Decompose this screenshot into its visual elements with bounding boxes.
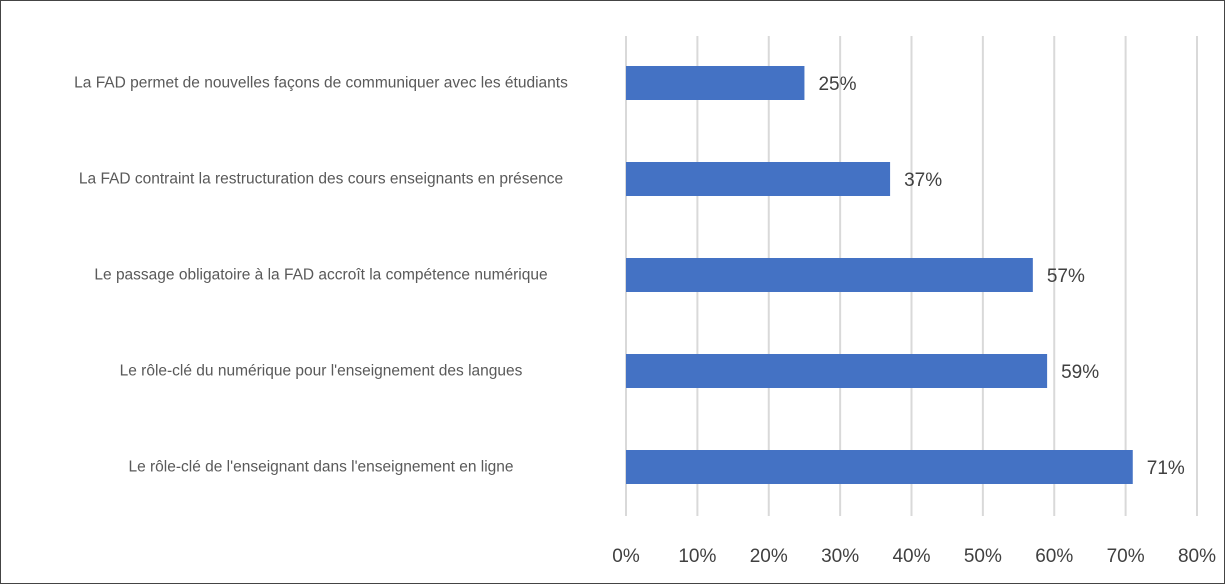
x-tick-label: 30% bbox=[821, 546, 859, 567]
value-label: 37% bbox=[904, 170, 942, 191]
x-tick-label: 50% bbox=[964, 546, 1002, 567]
y-tick-label: La FAD permet de nouvelles façons de com… bbox=[74, 74, 568, 92]
x-tick-label: 80% bbox=[1178, 546, 1216, 567]
value-label: 57% bbox=[1047, 266, 1085, 287]
bar bbox=[626, 162, 891, 196]
bar bbox=[626, 66, 805, 100]
value-label: 59% bbox=[1061, 362, 1099, 383]
x-tick-label: 70% bbox=[1107, 546, 1145, 567]
y-tick-label: Le rôle-clé du numérique pour l'enseigne… bbox=[119, 362, 523, 380]
x-tick-label: 10% bbox=[678, 546, 716, 567]
y-tick-label: Le passage obligatoire à la FAD accroît … bbox=[94, 266, 548, 284]
x-tick-label: 40% bbox=[892, 546, 930, 567]
x-tick-label: 20% bbox=[750, 546, 788, 567]
bar bbox=[626, 258, 1033, 292]
x-tick-label: 60% bbox=[1035, 546, 1073, 567]
value-label: 71% bbox=[1147, 458, 1185, 479]
y-tick-label: Le rôle-clé de l'enseignant dans l'ensei… bbox=[128, 458, 514, 476]
x-tick-label: 0% bbox=[612, 546, 640, 567]
y-tick-label: La FAD contraint la restructuration des … bbox=[78, 170, 564, 188]
value-label: 25% bbox=[818, 74, 856, 95]
bar bbox=[626, 354, 1048, 388]
bar bbox=[626, 450, 1133, 484]
